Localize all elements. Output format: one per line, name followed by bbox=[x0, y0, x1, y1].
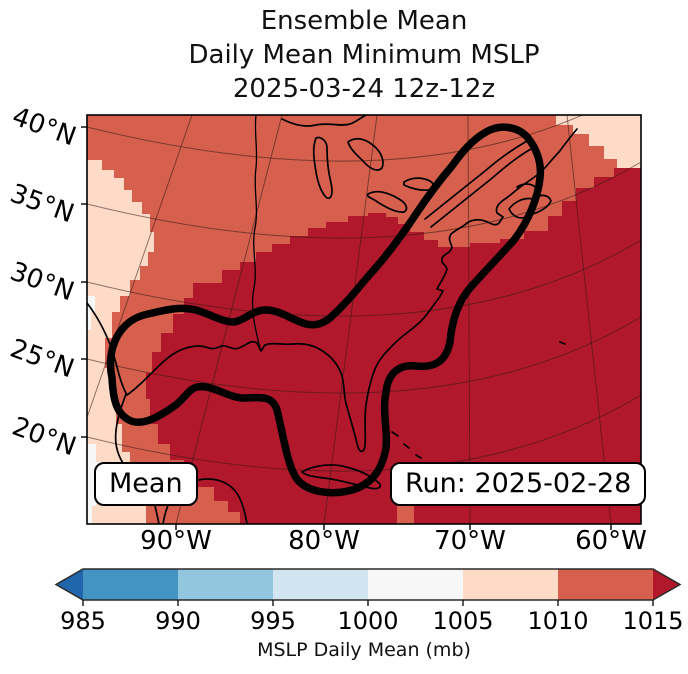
colorbar-tick-985: 985 bbox=[60, 607, 106, 635]
lat-label-35n: 35°N bbox=[6, 178, 78, 230]
colorbar-over-arrow bbox=[653, 569, 680, 600]
colorbar-caption: MSLP Daily Mean (mb) bbox=[257, 639, 471, 661]
colorbar-tick-1015: 1015 bbox=[622, 607, 684, 635]
colorbar-segment-1010-1015 bbox=[558, 569, 653, 600]
coastlines bbox=[87, 115, 578, 524]
lon-label-70w: 70°W bbox=[434, 526, 506, 556]
lon-label-90w: 90°W bbox=[140, 526, 212, 556]
region-over-1015 bbox=[146, 168, 641, 524]
title-line-1: Ensemble Mean bbox=[260, 6, 468, 36]
colorbar-tick-1000: 1000 bbox=[337, 607, 399, 635]
lon-label-80w: 80°W bbox=[288, 526, 360, 556]
region-west-1005-1010 bbox=[87, 160, 154, 524]
figure-title: Ensemble Mean Daily Mean Minimum MSLP 20… bbox=[87, 4, 641, 106]
lon-label-60w: 60°W bbox=[575, 526, 647, 556]
colorbar-segment-995-1000 bbox=[273, 569, 368, 600]
colorbar-segment-1005-1010 bbox=[463, 569, 558, 600]
region-bottom-notch-1010-1015 bbox=[397, 506, 414, 524]
run-label-box: Run: 2025-02-28 bbox=[390, 462, 647, 507]
title-line-2: Daily Mean Minimum MSLP bbox=[188, 40, 540, 70]
colorbar-tick-1010: 1010 bbox=[527, 607, 589, 635]
map-frame bbox=[86, 114, 642, 525]
mean-label: Mean bbox=[109, 468, 183, 499]
mean-label-box: Mean bbox=[94, 462, 198, 507]
colorbar bbox=[54, 568, 682, 606]
axis-ticks bbox=[81, 126, 612, 530]
colorbar-tick-990: 990 bbox=[155, 607, 201, 635]
colorbar-under-arrow bbox=[56, 569, 83, 600]
colorbar-segment-985-990 bbox=[83, 569, 178, 600]
map-plot bbox=[81, 114, 642, 530]
colorbar-tick-995: 995 bbox=[250, 607, 296, 635]
lat-label-25n: 25°N bbox=[6, 333, 78, 385]
run-label: Run: 2025-02-28 bbox=[405, 468, 632, 499]
title-line-3: 2025-03-24 12z-12z bbox=[232, 74, 496, 104]
lat-label-30n: 30°N bbox=[6, 256, 78, 308]
colorbar-segment-1000-1005 bbox=[368, 569, 463, 600]
colorbar-segment-990-995 bbox=[178, 569, 273, 600]
colorbar-tickmarks bbox=[82, 600, 654, 606]
lat-label-20n: 20°N bbox=[8, 411, 80, 463]
highlight-contour bbox=[106, 123, 545, 497]
colorbar-tick-1005: 1005 bbox=[432, 607, 494, 635]
lat-label-40n: 40°N bbox=[8, 101, 80, 153]
